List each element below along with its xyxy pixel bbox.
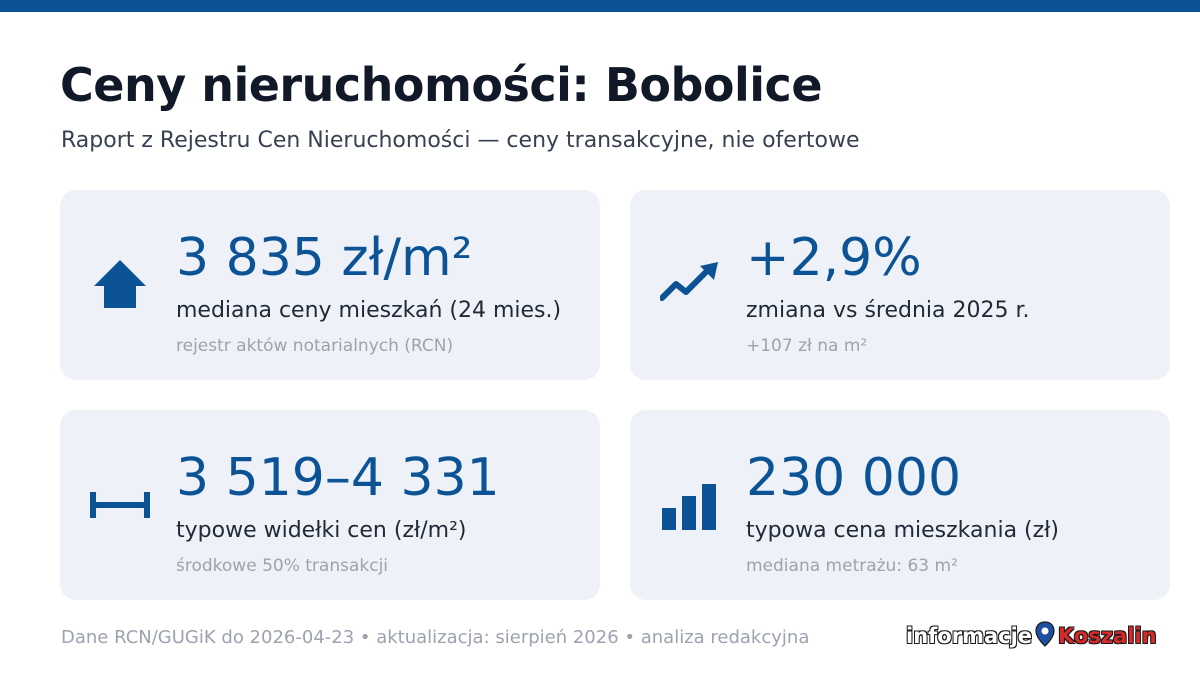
- stat-label: mediana ceny mieszkań (24 mies.): [176, 298, 562, 323]
- logo-word-informacje: informacje: [906, 624, 1033, 648]
- stat-card-price-range: 3 519–4 331 typowe widełki cen (zł/m²) ś…: [60, 410, 600, 600]
- top-accent-bar: [0, 0, 1200, 12]
- range-icon: [90, 474, 150, 534]
- stat-value: 230 000: [746, 448, 962, 508]
- footer-source: Dane RCN/GUGiK do 2026-04-23 • aktualiza…: [61, 627, 810, 648]
- page-subtitle: Raport z Rejestru Cen Nieruchomości — ce…: [61, 128, 860, 153]
- stat-note: +107 zł na m²: [746, 336, 868, 356]
- trend-up-icon: [659, 254, 720, 314]
- logo-word-koszalin: Koszalin: [1058, 624, 1157, 648]
- stat-card-change: +2,9% zmiana vs średnia 2025 r. +107 zł …: [630, 190, 1170, 380]
- stat-note: mediana metrażu: 63 m²: [746, 556, 958, 576]
- brand-logo: informacje Koszalin: [906, 620, 1157, 652]
- stat-value: +2,9%: [746, 228, 922, 288]
- house-icon: [90, 254, 150, 314]
- stat-note: środkowe 50% transakcji: [176, 556, 389, 576]
- page-title: Ceny nieruchomości: Bobolice: [60, 58, 823, 112]
- stat-label: typowa cena mieszkania (zł): [746, 518, 1060, 543]
- stat-label: typowe widełki cen (zł/m²): [176, 518, 467, 543]
- stat-value: 3 835 zł/m²: [176, 228, 473, 288]
- pin-icon: [1032, 620, 1058, 652]
- stat-value: 3 519–4 331: [176, 448, 500, 508]
- stat-card-typical-price: 230 000 typowa cena mieszkania (zł) medi…: [630, 410, 1170, 600]
- stat-label: zmiana vs średnia 2025 r.: [746, 298, 1030, 323]
- stat-note: rejestr aktów notarialnych (RCN): [176, 336, 454, 356]
- stat-card-median-price: 3 835 zł/m² mediana ceny mieszkań (24 mi…: [60, 190, 600, 380]
- bar-chart-icon: [660, 474, 720, 534]
